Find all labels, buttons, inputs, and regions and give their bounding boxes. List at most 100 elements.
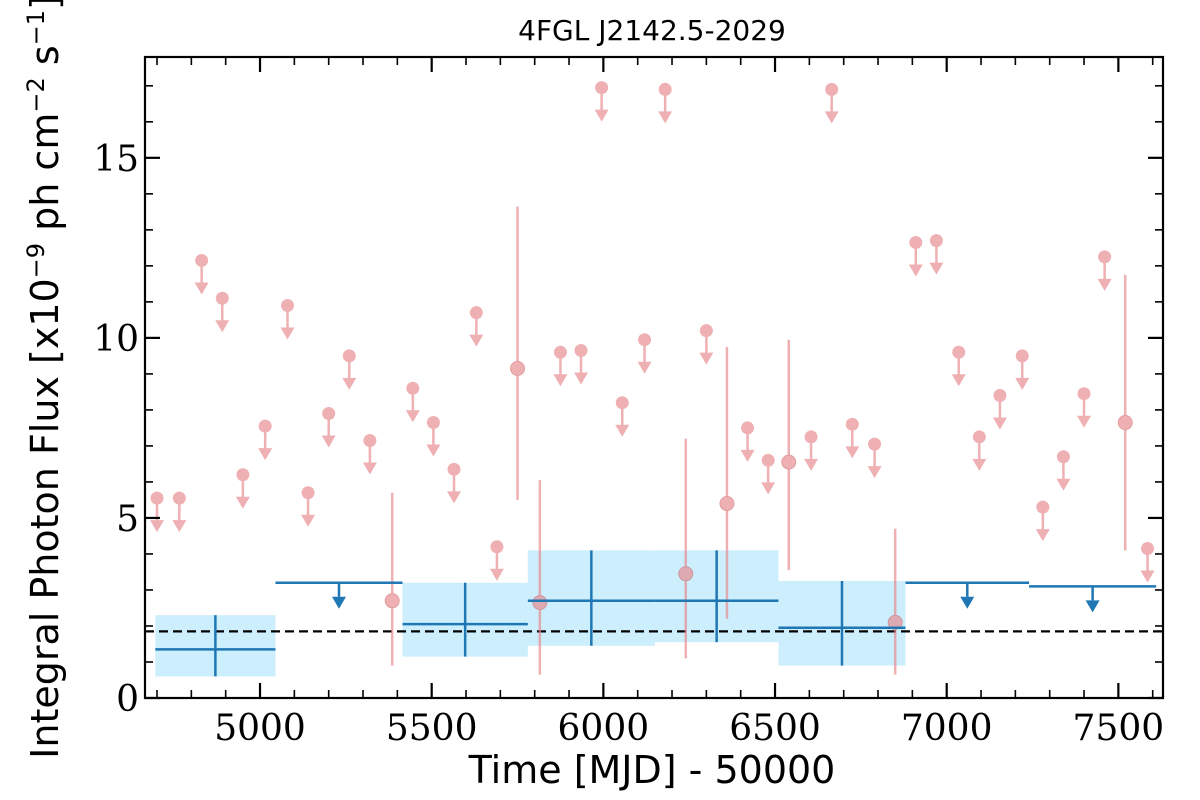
short-bin-upper-limit <box>215 291 230 333</box>
short-bin-upper-limit <box>1077 387 1092 428</box>
x-axis-ticks: 5000 5500 6000 6500 7000 7500 <box>156 57 1164 749</box>
upper-limit-arrow <box>1077 415 1092 428</box>
upper-limit-arrow <box>342 377 357 390</box>
short-bin-point <box>719 346 735 619</box>
upper-limit-marker <box>426 416 440 430</box>
y-axis-label-units: ph cm <box>23 113 67 243</box>
y-axis-label-s: s <box>23 45 67 77</box>
upper-limit-marker <box>929 234 943 248</box>
y-axis-label-end: ] <box>23 0 67 10</box>
y-axis-label-cm-exp: −2 <box>22 77 50 112</box>
short-bin-upper-limit <box>405 381 420 423</box>
short-bin-upper-limit <box>951 345 966 387</box>
short-bin-upper-limit <box>1015 349 1030 390</box>
upper-limit-arrow <box>824 111 839 124</box>
short-bin-upper-limit <box>845 417 860 459</box>
short-bin-point <box>510 206 526 500</box>
upper-limit-arrow <box>740 449 755 462</box>
data-point <box>678 566 694 582</box>
x-tick-label: 6000 <box>558 708 650 749</box>
short-bin-upper-limit <box>1035 500 1050 542</box>
short-bin-upper-limit <box>699 324 714 365</box>
upper-limit-arrow <box>235 496 250 509</box>
upper-limit-marker <box>952 345 966 359</box>
x-tick-label: 5500 <box>386 708 478 749</box>
long-bin-ul-arrow <box>960 596 975 609</box>
short-bin-upper-limit <box>301 486 316 527</box>
data-point <box>781 454 797 470</box>
upper-limit-arrow <box>615 424 630 437</box>
short-bin-point <box>781 339 797 571</box>
upper-limit-arrow <box>447 491 462 504</box>
short-bin-upper-limit <box>362 434 377 475</box>
short-bin-point <box>678 438 694 659</box>
upper-limit-arrow <box>301 514 316 527</box>
upper-limit-arrow <box>280 327 295 340</box>
upper-limit-marker <box>447 462 461 476</box>
short-bin-upper-limit <box>194 253 209 295</box>
upper-limit-marker <box>658 82 672 96</box>
short-bin-upper-limit <box>235 468 250 509</box>
upper-limit-marker <box>490 540 504 554</box>
upper-limit-arrow <box>637 361 652 374</box>
upper-limit-marker <box>195 253 209 267</box>
upper-limit-marker <box>804 430 818 444</box>
upper-limit-arrow <box>194 282 209 295</box>
upper-limit-arrow <box>761 482 776 495</box>
short-bin-upper-limit <box>761 453 776 495</box>
short-bin-upper-limit <box>992 389 1007 430</box>
short-bin-upper-limit <box>553 345 568 387</box>
upper-limit-marker <box>574 343 588 357</box>
short-bin-upper-limit <box>426 416 441 457</box>
upper-limit-arrow <box>594 109 609 122</box>
short-bin-upper-limit <box>658 82 673 124</box>
x-tick-label: 5000 <box>214 708 306 749</box>
upper-limit-marker <box>1056 450 1070 464</box>
upper-limit-arrow <box>1056 478 1071 491</box>
upper-limit-marker <box>342 349 356 363</box>
y-axis-label-s-exp: −1 <box>22 10 50 45</box>
upper-limit-marker <box>363 434 377 448</box>
upper-limit-arrow <box>1015 377 1030 390</box>
y-axis-label: Integral Photon Flux [x10−9 ph cm−2 s−1] <box>22 0 67 759</box>
data-point <box>887 614 903 630</box>
short-bin-point <box>887 528 903 675</box>
y-tick-label: 0 <box>116 679 139 720</box>
short-bin-upper-limit <box>804 430 819 471</box>
upper-limit-arrow <box>321 435 336 448</box>
upper-limit-marker <box>845 417 859 431</box>
short-bin-upper-limit <box>321 407 336 448</box>
upper-limit-arrow <box>489 568 504 581</box>
short-bin-upper-limit <box>615 396 630 437</box>
upper-limit-arrow <box>845 446 860 459</box>
short-bin-upper-limit <box>824 82 839 124</box>
long-bin-ul-arrow <box>1085 600 1100 613</box>
upper-limit-marker <box>469 306 483 320</box>
short-bin-upper-limit <box>258 419 273 461</box>
upper-limit-arrow <box>972 458 987 471</box>
upper-limit-marker <box>741 421 755 435</box>
short-bin-upper-limit <box>908 235 923 277</box>
short-bin-upper-limit <box>172 491 187 533</box>
upper-limit-marker <box>825 82 839 96</box>
x-axis-label: Time [MJD] - 50000 <box>468 748 836 792</box>
y-axis-label-exp: −9 <box>22 243 50 278</box>
upper-limit-arrow <box>1097 278 1112 291</box>
upper-limit-marker <box>406 381 420 395</box>
upper-limit-arrow <box>699 352 714 365</box>
upper-limit-arrow <box>908 264 923 277</box>
upper-limit-marker <box>638 333 652 347</box>
upper-limit-marker <box>258 419 272 433</box>
short-bin-upper-limit <box>740 421 755 462</box>
data-point <box>510 360 526 376</box>
upper-limit-marker <box>172 491 186 505</box>
upper-limit-marker <box>1141 542 1155 556</box>
upper-limit-marker <box>1098 250 1112 264</box>
y-tick-label: 10 <box>93 319 139 360</box>
short-bin-upper-limit <box>150 491 165 533</box>
upper-limit-marker <box>236 468 250 482</box>
data-point <box>719 496 735 512</box>
upper-limit-arrow <box>804 458 819 471</box>
plot-area <box>145 81 1163 677</box>
